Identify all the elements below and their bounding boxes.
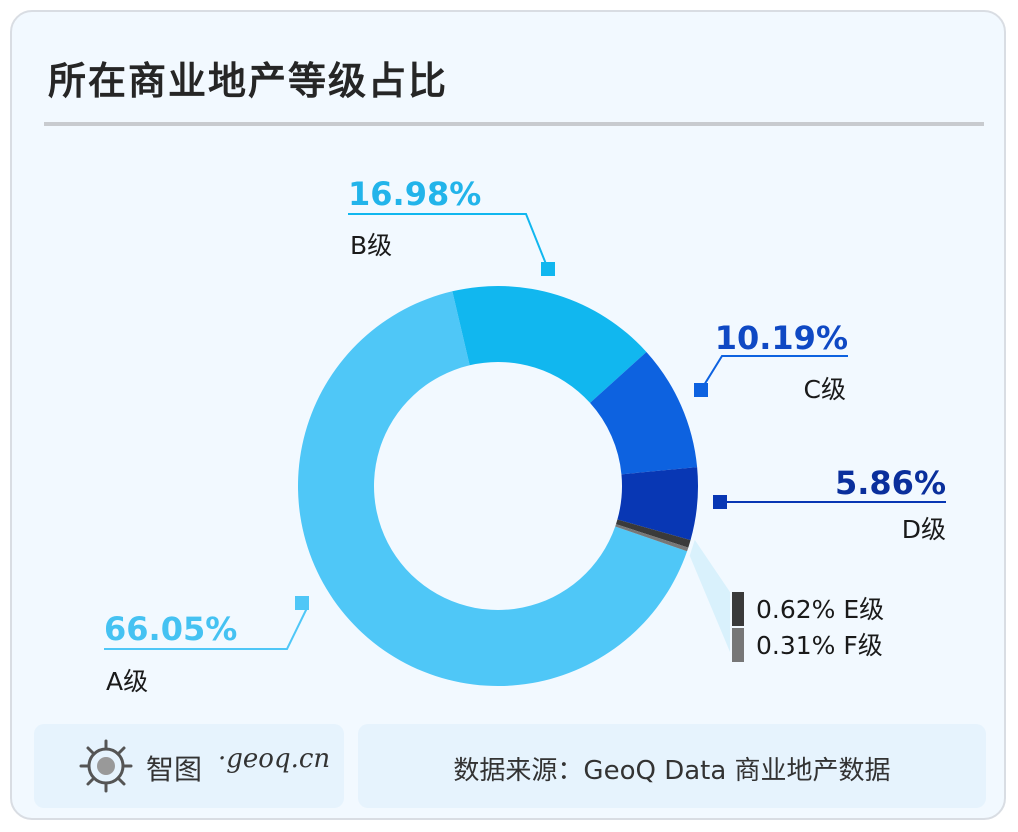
leader-line-3 <box>700 355 848 391</box>
slice-4 <box>617 467 698 541</box>
leader-marker-4 <box>713 495 727 509</box>
leader-line-2 <box>348 213 549 270</box>
slice-labels: 66.05% A级 16.98% B级 10.19% C级 5.86% D级 0.62% E级 0… <box>104 175 946 696</box>
category-label-2: B级 <box>350 231 392 260</box>
slice-2 <box>452 286 647 403</box>
data-source: 数据来源：GeoQ Data 商业地产数据 <box>453 756 891 786</box>
title-divider <box>44 122 984 126</box>
chart-title: 所在商业地产等级占比 <box>48 59 449 103</box>
brand-name: 智图 <box>146 753 203 786</box>
leader-marker-3 <box>694 383 708 397</box>
leader-marker-1 <box>295 596 309 610</box>
brand-url: ·geoq.cn <box>218 744 331 774</box>
slice-5 <box>615 519 691 548</box>
leader-line-1 <box>104 607 308 650</box>
chart-card: 所在商业地产等级占比 66.05% A级 16.98% B级 10.19% C级 5.86%… <box>10 10 1006 820</box>
legend-label-6: 0.31% F级 <box>756 631 883 660</box>
donut-chart: 66.05% A级 16.98% B级 10.19% C级 5.86% D级 0.62% E级 0… <box>104 175 946 696</box>
category-label-3: C级 <box>804 375 846 404</box>
donut-slices <box>297 286 698 686</box>
value-label-2: 16.98% <box>348 175 481 213</box>
leader-marker-2 <box>541 262 555 276</box>
category-label-4: D级 <box>902 515 946 544</box>
value-label-4: 5.86% <box>835 464 946 502</box>
slice-6 <box>615 524 689 552</box>
legend-swatch-6 <box>732 628 744 662</box>
slice-3 <box>590 351 698 475</box>
legend-swatch-5 <box>732 592 744 626</box>
slice-1 <box>297 291 688 686</box>
brand-panel: 智图 ·geoq.cn <box>34 724 344 808</box>
small-slices-highlight <box>689 539 730 652</box>
source-panel: 数据来源：GeoQ Data 商业地产数据 <box>358 724 986 808</box>
geoq-logo-icon <box>79 739 133 793</box>
legend-label-5: 0.62% E级 <box>756 595 884 624</box>
category-label-1: A级 <box>106 667 148 696</box>
value-label-1: 66.05% <box>104 610 237 648</box>
value-label-3: 10.19% <box>715 319 848 357</box>
